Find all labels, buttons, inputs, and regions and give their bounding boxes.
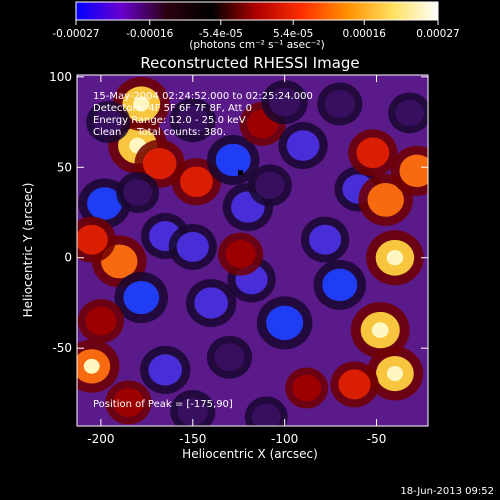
heatmap-blob-core [83, 358, 100, 374]
heatmap-blob [180, 166, 213, 198]
footer-timestamp: 18-Jun-2013 09:52 [400, 486, 494, 497]
heatmap-blob [322, 268, 358, 302]
heatmap-blob [324, 89, 355, 118]
heatmap-blob [194, 287, 228, 319]
colorbar-unit-label: (photons cm⁻² s⁻¹ asec⁻²) [189, 39, 324, 51]
heatmap-blob-core [386, 365, 404, 382]
y-tick-label: 100 [49, 70, 72, 84]
colorbar-tick-label: -0.00016 [126, 28, 174, 40]
chart-title: Reconstructed RHESSI Image [140, 54, 359, 72]
colorbar-ticks: -0.00027 -0.00016 -5.4e-05 5.4e-05 0.00016 0.… [52, 20, 460, 40]
heatmap-blobs [77, 76, 428, 426]
heatmap-blob [177, 105, 209, 135]
annotation-date: 15-May-2004 02:24:52.000 to 02:25:24.000 [93, 91, 313, 102]
heatmap-blob [87, 187, 123, 220]
y-tick-label: -50 [52, 341, 72, 355]
colorbar-gradient [75, 1, 439, 21]
heatmap-blob [77, 224, 108, 255]
x-axis-label: Heliocentric X (arcsec) [182, 447, 318, 461]
axes: -200 -150 -100 -50 -50 0 50 100 [49, 70, 428, 446]
heatmap-blob [215, 143, 251, 177]
heatmap-blob [113, 388, 144, 417]
heatmap-blob [85, 306, 117, 336]
heatmap-blob [176, 231, 209, 262]
annotation-detectors: Detectors: 4F 5F 6F 7F 8F, Att 0 [93, 103, 252, 114]
heatmap-blob [148, 354, 183, 386]
heatmap-blob-core [386, 250, 404, 266]
heatmap-blob [367, 182, 404, 217]
colorbar-tick-label: -5.4e-05 [199, 28, 243, 40]
heatmap-blob [255, 171, 285, 200]
y-axis-label: Heliocentric Y (arcsec) [21, 183, 35, 318]
annotation-peak: Position of Peak = [-175,90] [93, 399, 233, 410]
heatmap-blob [177, 397, 208, 426]
heatmap-blob [214, 343, 245, 372]
heatmap-blob [142, 148, 177, 180]
heatmap-blob [225, 240, 256, 269]
heatmap-blob [93, 108, 123, 136]
heatmap-blob-core [133, 96, 150, 112]
colorbar: -0.00027 -0.00016 -5.4e-05 5.4e-05 0.00016 0.… [52, 1, 460, 51]
annotations: 15-May-2004 02:24:52.000 to 02:25:24.000… [93, 91, 313, 410]
heatmap-blob [395, 99, 424, 127]
heatmap-blob [266, 305, 304, 341]
heatmap-blob [269, 87, 301, 117]
x-tick-label: -50 [367, 432, 387, 446]
x-tick-label: -200 [87, 432, 114, 446]
y-tick-label: 0 [64, 251, 72, 265]
heatmap-blob [286, 130, 320, 161]
colorbar-tick-label: -0.00027 [52, 28, 99, 40]
colorbar-tick-label: 5.4e-05 [273, 28, 313, 40]
heatmap-blob [399, 154, 428, 188]
heatmap-blob [123, 280, 160, 315]
annotation-energy: Energy Range: 12.0 - 25.0 keV [93, 115, 246, 126]
heatmap-blob [356, 137, 390, 169]
heatmap-blob [251, 403, 281, 426]
colorbar-tick-label: 0.00027 [416, 28, 459, 40]
colorbar-tick-label: 0.00016 [343, 28, 387, 40]
heatmap-area [77, 75, 428, 426]
peak-marker [238, 170, 244, 176]
x-tick-label: -100 [271, 432, 298, 446]
heatmap-blob [292, 374, 322, 402]
x-tick-label: -150 [179, 432, 206, 446]
heatmap-blob [338, 369, 371, 400]
plot-frame [76, 74, 429, 427]
heatmap-blob-core [371, 322, 389, 338]
annotation-clean: Clean Total counts: 380. [93, 127, 226, 138]
heatmap-blob [308, 224, 342, 255]
heatmap-blob [123, 179, 152, 206]
y-tick-label: 50 [57, 160, 72, 174]
